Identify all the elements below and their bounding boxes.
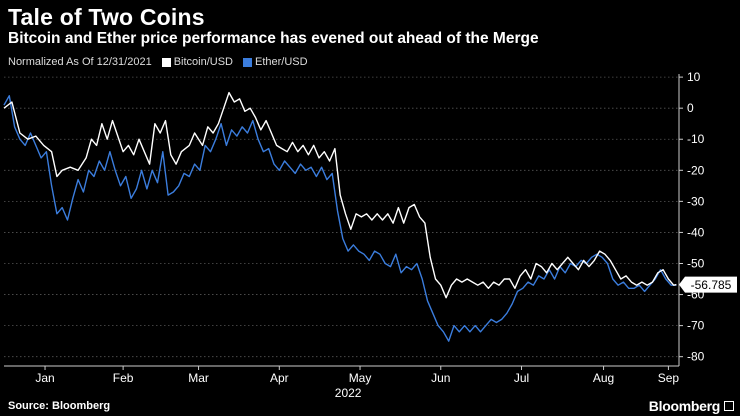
y-tick-label: -70 [687, 319, 705, 333]
x-tick-label: Aug [593, 371, 614, 385]
y-tick-label: -20 [687, 163, 705, 177]
chart-title: Tale of Two Coins [8, 4, 205, 30]
y-tick-label: -30 [687, 194, 705, 208]
x-axis-ticks: Jan Feb Mar Apr May Jun Jul Aug Sep 2022 [35, 366, 679, 400]
series-line-ether-usd [3, 95, 677, 342]
x-tick-label: Jan [35, 371, 54, 385]
legend-swatch-bitcoin [161, 57, 171, 67]
y-tick-label: -10 [687, 132, 705, 146]
x-tick-label: Apr [270, 371, 289, 385]
legend-swatch-ether [243, 57, 252, 67]
brand-logo: Bloomberg [648, 398, 721, 414]
x-tick-label: May [349, 371, 372, 385]
x-tick-label: Jun [431, 371, 450, 385]
x-axis-year-label: 2022 [335, 386, 362, 400]
y-tick-label: 10 [687, 70, 701, 84]
y-tick-label: 0 [687, 101, 694, 115]
legend: Normalized As Of 12/31/2021 Bitcoin/USD … [8, 56, 308, 68]
y-axis: 100-10-20-30-40-50-60-70-80 [4, 70, 705, 367]
last-value-text: -56.785 [691, 278, 732, 292]
last-value-label: -56.785 [679, 276, 737, 293]
x-tick-label: Sep [658, 371, 680, 385]
last-value-flag [679, 276, 737, 293]
y-tick-label: -80 [687, 350, 705, 364]
legend-label-ether: Ether/USD [255, 56, 308, 68]
x-tick-label: Feb [113, 371, 134, 385]
series-lines [3, 91, 677, 342]
grid-lines [4, 76, 679, 358]
y-tick-label: -40 [687, 225, 705, 239]
legend-label-bitcoin: Bitcoin/USD [173, 56, 233, 68]
legend-caption: Normalized As Of 12/31/2021 [8, 56, 152, 68]
source-note: Source: Bloomberg [8, 400, 111, 412]
x-tick-label: Jul [514, 371, 529, 385]
y-tick-label: -50 [687, 256, 705, 270]
chart-subtitle: Bitcoin and Ether price performance has … [8, 30, 539, 47]
x-tick-label: Mar [188, 371, 209, 385]
series-line-bitcoin-usd [3, 91, 677, 299]
brand-mark-icon [724, 401, 734, 411]
